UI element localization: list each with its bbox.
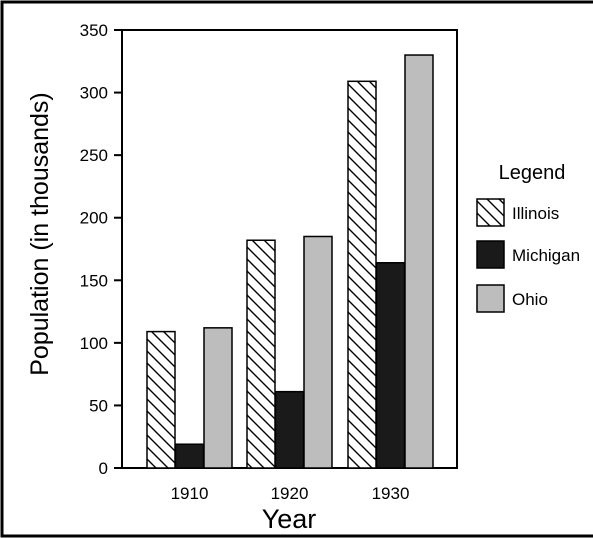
legend-swatch-illinois	[476, 198, 505, 227]
y-tick-label: 200	[80, 209, 108, 228]
y-tick-label: 150	[80, 271, 108, 290]
legend-items: Illinois Michigan Ohio	[476, 198, 580, 313]
bar-illinois-1920	[246, 239, 276, 469]
legend-label: Illinois	[512, 204, 559, 223]
y-axis: 0 50 100 150 200 250 300 350	[80, 21, 122, 478]
x-axis: 1910 1920 1930	[171, 484, 410, 503]
x-tick-label: 1920	[271, 484, 309, 503]
y-tick-label: 0	[99, 459, 108, 478]
bar-michigan-1930	[375, 262, 406, 469]
bar-michigan-1910	[174, 443, 205, 469]
bar-michigan-1920	[274, 390, 305, 469]
legend-swatch-michigan	[476, 240, 505, 269]
legend: Legend Illinois Michigan Ohio	[476, 162, 580, 313]
legend-title: Legend	[499, 162, 566, 184]
y-tick-label: 350	[80, 21, 108, 40]
x-tick-label: 1930	[372, 484, 410, 503]
bar-ohio-1920	[303, 235, 333, 469]
bars-group	[146, 54, 434, 469]
y-tick-label: 100	[80, 334, 108, 353]
bar-ohio-1930	[404, 54, 434, 469]
legend-swatch-ohio	[476, 284, 505, 313]
legend-label: Ohio	[512, 290, 548, 309]
bar-illinois-1930	[347, 80, 377, 469]
x-axis-label: Year	[262, 504, 317, 534]
y-tick-label: 300	[80, 84, 108, 103]
y-axis-label: Population (in thousands)	[26, 92, 54, 376]
y-tick-label: 250	[80, 146, 108, 165]
y-tick-label: 50	[89, 396, 108, 415]
legend-label: Michigan	[512, 246, 580, 265]
x-tick-label: 1910	[171, 484, 209, 503]
bar-illinois-1910	[146, 330, 176, 469]
bar-ohio-1910	[203, 327, 233, 469]
